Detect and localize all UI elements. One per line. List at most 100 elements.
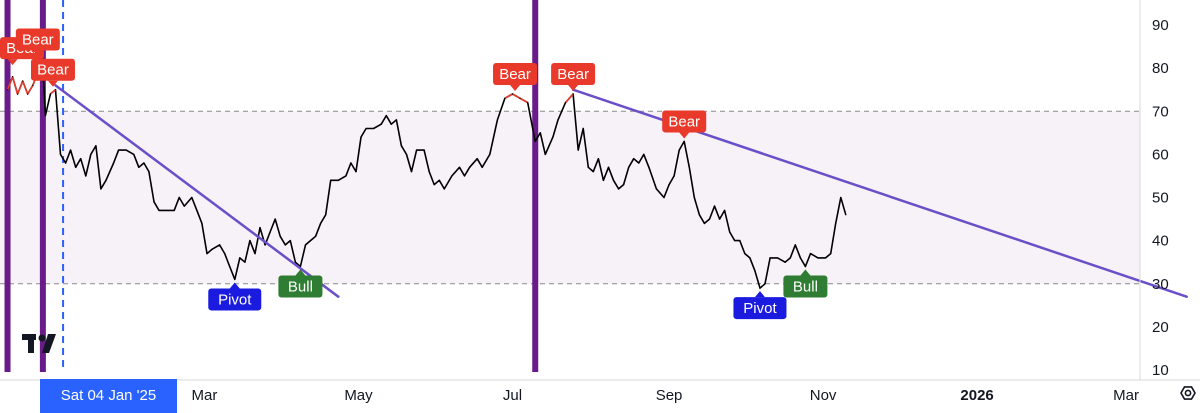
signal-box — [551, 63, 596, 85]
vertical-marker-2 — [39, 0, 46, 372]
rsi-point-11 — [59, 153, 62, 155]
rsi-point-133 — [744, 252, 746, 255]
rsi-point-122 — [688, 166, 690, 168]
signal-bear-2: Bear — [15, 28, 60, 57]
rsi-point-63 — [345, 175, 347, 177]
rsi-point-135 — [754, 270, 756, 272]
y-tick-40: 40 — [1152, 233, 1169, 250]
rsi-point-58 — [314, 235, 317, 237]
rsi-point-70 — [385, 114, 387, 117]
signal-box — [15, 28, 60, 51]
settings-icon[interactable] — [1180, 386, 1196, 400]
signal-box — [733, 297, 787, 320]
rsi-point-12 — [64, 162, 67, 164]
x-tick-sep-3: Sep — [656, 387, 683, 404]
rsi-point-76 — [415, 149, 418, 151]
rsi-point-119 — [673, 175, 675, 177]
rsi-point-61 — [330, 179, 332, 181]
rsi-point-67 — [365, 127, 367, 130]
crosshair-date-label: Sat 04 Jan '25 — [61, 387, 156, 404]
rsi-point-86 — [476, 158, 478, 160]
rsi-point-140 — [784, 261, 786, 263]
y-tick-80: 80 — [1152, 60, 1169, 77]
rsi-point-30 — [165, 209, 168, 212]
vertical-marker-1 — [4, 0, 11, 372]
rsi-point-17 — [90, 153, 92, 155]
signal-label: Bear — [668, 113, 700, 130]
rsi-point-60 — [325, 214, 327, 216]
rsi-point-110 — [623, 183, 625, 186]
signal-bear-8: Bear — [662, 110, 707, 139]
signal-box — [208, 288, 262, 311]
signal-pointer — [7, 59, 18, 66]
rsi-point-66 — [360, 136, 362, 138]
rsi-point-64 — [350, 162, 352, 164]
signal-pivot-4: Pivot — [208, 282, 262, 311]
rsi-point-96 — [544, 153, 546, 155]
signal-pointer — [754, 291, 765, 298]
signal-label: Bull — [288, 279, 313, 296]
rsi-point-77 — [423, 149, 425, 151]
rsi-point-144 — [804, 265, 807, 268]
rsi-point-125 — [703, 222, 706, 224]
signal-pointer — [510, 85, 521, 91]
rsi-point-132 — [739, 240, 741, 242]
rsi-point-115 — [648, 166, 650, 168]
rsi-point-102 — [582, 127, 584, 130]
rsi-point-136 — [759, 287, 761, 289]
rsi-point-9 — [49, 93, 52, 95]
signal-bear-3: Bear — [30, 58, 75, 87]
rsi-point-112 — [633, 158, 635, 160]
rsi-point-111 — [628, 166, 630, 168]
rsi-point-105 — [597, 158, 599, 160]
x-tick-mar-0: Mar — [192, 387, 218, 404]
rsi-point-14 — [75, 166, 77, 168]
x-tick-may-1: May — [344, 387, 373, 404]
rsi-point-22 — [118, 149, 120, 151]
rsi-point-79 — [433, 183, 435, 186]
rsi-point-92 — [519, 97, 521, 99]
rsi-point-116 — [655, 188, 658, 190]
y-tick-20: 20 — [1152, 319, 1169, 336]
signal-label: Bear — [37, 62, 69, 79]
rsi-point-24 — [133, 153, 135, 155]
x-tick-mar-6: Mar — [1113, 387, 1139, 404]
rsi-point-57 — [309, 240, 312, 242]
signal-box — [30, 58, 75, 81]
rsi-point-69 — [380, 123, 382, 125]
rsi-point-129 — [724, 209, 726, 212]
rsi-point-81 — [443, 188, 445, 190]
rsi-point-15 — [80, 158, 82, 160]
rsi-point-108 — [612, 179, 615, 181]
rsi-point-46 — [254, 252, 256, 255]
rsi-point-28 — [153, 201, 155, 203]
rsi-point-16 — [85, 175, 87, 177]
signal-box — [662, 110, 707, 133]
trendline-1 — [54, 84, 340, 298]
rsi-point-1 — [11, 76, 14, 78]
rsi-point-85 — [468, 166, 471, 168]
rsi-point-26 — [143, 162, 145, 164]
rsi-point-52 — [284, 244, 286, 246]
rsi-point-56 — [304, 244, 307, 246]
rsi-point-50 — [274, 218, 276, 220]
signal-label: Bull — [793, 279, 818, 296]
overbought-segment — [564, 93, 574, 104]
rsi-point-89 — [496, 119, 498, 121]
rsi-point-0 — [6, 89, 9, 91]
rsi-point-130 — [729, 231, 731, 233]
y-tick-60: 60 — [1152, 146, 1169, 163]
rsi-point-142 — [794, 244, 796, 246]
signal-bull-5: Bull — [278, 269, 323, 298]
rsi-point-134 — [749, 257, 751, 259]
rsi-point-137 — [764, 283, 766, 285]
rsi-point-98 — [557, 119, 559, 121]
rsi-point-36 — [201, 222, 203, 224]
rsi-point-41 — [229, 265, 231, 268]
rsi-point-32 — [178, 196, 180, 199]
rsi-point-59 — [320, 222, 322, 224]
rsi-point-5 — [32, 84, 34, 86]
y-tick-50: 50 — [1152, 190, 1169, 207]
